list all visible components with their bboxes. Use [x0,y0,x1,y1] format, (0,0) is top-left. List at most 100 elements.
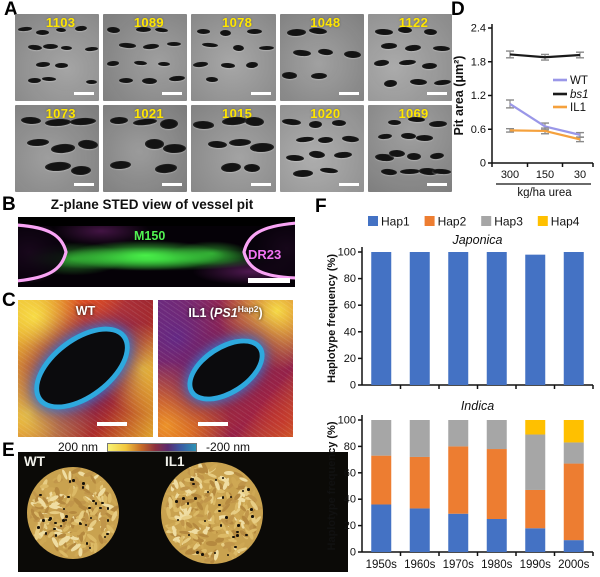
vessel-pit [77,139,99,151]
vessel-pit [142,42,160,50]
vessel-pit [205,76,218,82]
sem-tile-number: 1122 [398,15,429,30]
rice-pile-il1 [161,462,263,564]
vessel-pit [343,50,361,60]
stain-label-dr23: DR23 [248,247,282,262]
bar-segment [368,216,378,226]
svg-text:0: 0 [350,380,356,392]
scale-bar [162,182,183,186]
vessel-pit [43,43,58,50]
svg-text:Haplotype frequency (%): Haplotype frequency (%) [326,254,338,383]
bar-segment [563,252,584,385]
bar-segment [448,513,469,552]
svg-text:Japonica: Japonica [451,233,502,247]
vessel-pit [167,42,182,47]
svg-text:2000s: 2000s [558,559,590,571]
vessel-pit [388,119,402,126]
sem-tile-1089: 1089 [103,14,188,101]
vessel-pit [196,28,210,34]
svg-text:0: 0 [350,547,356,559]
bar-segment [563,463,584,541]
bar-segment [409,508,430,552]
vessel-pit [221,63,235,69]
vessel-pit [429,152,444,160]
bar-segment [371,504,392,552]
vessel-pit [202,42,219,48]
svg-text:1990s: 1990s [520,559,552,571]
vessel-pit [399,168,420,174]
rice-pile-wt [27,467,119,559]
svg-text:60: 60 [344,300,356,312]
sem-tile-number: 1073 [45,106,76,121]
panel-label-e: E [2,440,15,461]
scale-bar [248,278,290,283]
vessel-pit [145,139,165,149]
vessel-pit [334,151,353,159]
bar-segment [371,420,392,456]
svg-text:Pit area (μm²): Pit area (μm²) [452,56,466,136]
svg-text:60: 60 [344,467,356,479]
bar-segment [486,420,507,450]
vessel-pit [109,160,132,171]
svg-text:0: 0 [480,158,486,170]
svg-text:300: 300 [501,169,519,181]
vessel-pit [86,80,98,85]
vessel-pit [424,28,438,36]
vessel-pit [232,44,245,52]
scale-bar [74,91,95,95]
sted-funnel-overlay [18,221,295,283]
sem-tile-number: 1021 [133,106,164,121]
svg-text:1.2: 1.2 [471,90,486,102]
vessel-pit-il1 [183,332,269,408]
svg-text:Hap4: Hap4 [551,215,580,229]
svg-text:100: 100 [338,415,356,427]
vessel-pit [27,43,43,51]
bar-segment [525,528,546,552]
vessel-pit [162,143,187,153]
vessel-pit [245,61,259,69]
bar-segment [371,455,392,505]
vessel-pit [27,138,50,147]
vessel-pit [228,138,251,147]
panel-label-c: C [2,290,16,311]
bar-segment [486,519,507,552]
vessel-pit [160,118,179,130]
vessel-pit [135,27,152,33]
scale-bar [338,182,359,186]
bar-segment [563,540,584,552]
scale-bar [250,182,271,186]
vessel-pit [20,117,41,126]
vessel-pit [293,170,314,178]
vessel-pit [70,165,92,176]
series-IL1 [509,129,581,141]
afm-image-pair: WT IL1 (PS1Hap2) [18,300,293,437]
sem-tile-1122: 1122 [367,14,452,101]
bar-segment [563,442,584,464]
sem-tile-number: 1020 [310,106,341,121]
vessel-pit [404,44,422,52]
afm-image-il1: IL1 (PS1Hap2) [158,300,293,437]
color-gradient-bar [107,442,198,452]
svg-text:1.8: 1.8 [471,56,486,68]
vessel-pit [119,77,134,83]
rice-label-wt: WT [24,454,45,469]
vessel-pit [18,26,33,32]
vessel-pit [281,118,301,127]
sem-tile-1073: 1073 [15,105,100,192]
vessel-pit [193,120,215,130]
vessel-pit [74,25,87,33]
vessel-pit [155,162,179,174]
sem-tile-1069: 1069 [367,105,452,192]
vessel-pit [433,79,451,87]
svg-text:Indica: Indica [461,399,494,413]
vessel-pit [308,120,322,129]
vessel-pit [44,118,71,127]
vessel-pit [55,28,66,33]
vessel-pit [61,45,73,50]
vessel-pit [317,48,334,57]
sem-tile-1015: 1015 [191,105,276,192]
bar-segment [448,420,469,447]
panel-label-f: F [315,196,327,217]
